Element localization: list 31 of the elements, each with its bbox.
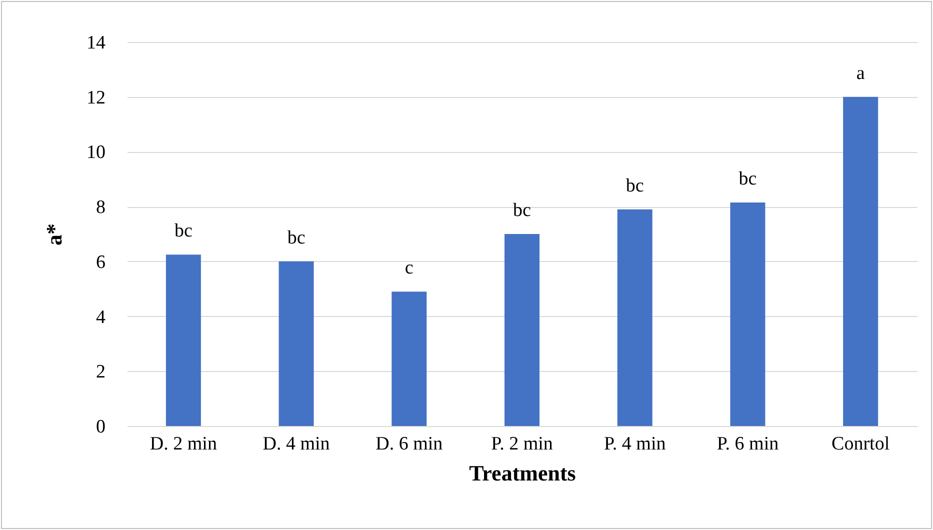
annotation: bc	[626, 175, 644, 196]
y-tick-label: 4	[96, 306, 106, 328]
annotation: a	[856, 62, 866, 84]
bar	[278, 261, 314, 426]
y-tick-label: 12	[86, 87, 106, 108]
annotation: bc	[738, 168, 757, 190]
y-tick-label: 8	[96, 197, 106, 218]
y-tick-label: 10	[86, 142, 106, 164]
annotation: bc	[287, 227, 306, 248]
x-tick-label: D. 2 min	[150, 434, 218, 454]
annotation: c	[404, 258, 414, 279]
bar	[730, 202, 766, 426]
x-tick-label: D. 4 min	[262, 434, 330, 454]
x-tick-label: Conrtol	[832, 434, 890, 454]
bar	[392, 292, 427, 426]
annotation: bc	[513, 200, 531, 221]
y-tick-label: 0	[96, 416, 106, 438]
y-tick-label: 6	[96, 252, 106, 273]
x-axis-title: Treatments	[469, 460, 576, 486]
x-tick-label: P. 4 min	[604, 434, 666, 454]
y-tick-label: 14	[86, 32, 106, 54]
x-tick-label: P. 6 min	[716, 434, 780, 454]
x-tick-label: D. 6 min	[376, 434, 444, 454]
bar	[166, 254, 201, 426]
bar	[843, 96, 878, 426]
bar	[504, 234, 540, 426]
bar	[617, 209, 652, 426]
annotation: bc	[174, 220, 192, 242]
y-tick-label: 2	[96, 362, 106, 383]
x-tick-label: P. 2 min	[491, 434, 554, 454]
y-axis-title: a*	[42, 224, 66, 246]
